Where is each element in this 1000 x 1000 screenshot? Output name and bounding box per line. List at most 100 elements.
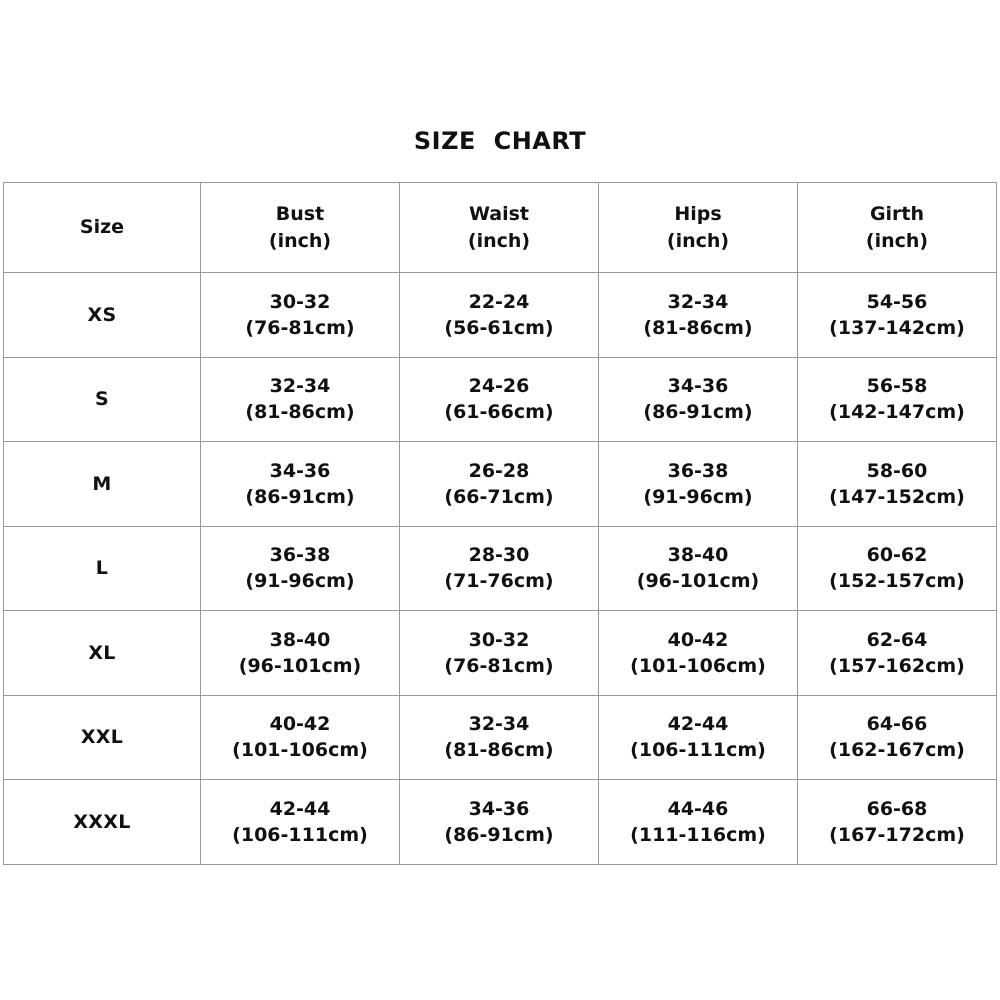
table-row: S 32-34 (81-86cm) 24-26 (61-66cm) — [3, 356, 997, 442]
size-label: XXL — [80, 726, 124, 749]
cell-bust: 36-38 (91-96cm) — [200, 525, 400, 611]
waist-inch-value: 26-28 — [468, 459, 530, 482]
waist-cm-value: (71-76cm) — [444, 570, 554, 593]
cell-hips: 42-44 (106-111cm) — [598, 694, 798, 780]
bust-cm-value: (101-106cm) — [232, 739, 368, 762]
header-girth-unit: (inch) — [865, 229, 929, 252]
cell-girth: 54-56 (137-142cm) — [797, 272, 997, 358]
cell-bust: 40-42 (101-106cm) — [200, 694, 400, 780]
waist-cm-value: (66-71cm) — [444, 485, 554, 508]
table-row: XXXL 42-44 (106-111cm) 34-36 (86-91cm) — [3, 779, 997, 865]
hips-cm-value: (96-101cm) — [636, 570, 760, 593]
header-cell-bust: Bust (inch) — [200, 182, 400, 273]
bust-inch-value: 34-36 — [269, 459, 331, 482]
header-size-label: Size — [79, 216, 125, 239]
header-cell-hips: Hips (inch) — [598, 182, 798, 273]
cell-bust: 34-36 (86-91cm) — [200, 441, 400, 527]
cell-size: XXXL — [3, 779, 201, 865]
hips-inch-value: 40-42 — [667, 628, 729, 651]
cell-girth: 60-62 (152-157cm) — [797, 525, 997, 611]
waist-inch-value: 28-30 — [468, 544, 530, 567]
hips-cm-value: (86-91cm) — [643, 401, 753, 424]
cell-waist: 28-30 (71-76cm) — [399, 525, 599, 611]
header-cell-girth: Girth (inch) — [797, 182, 997, 273]
bust-inch-value: 36-38 — [269, 544, 331, 567]
girth-cm-value: (147-152cm) — [829, 485, 965, 508]
hips-inch-value: 34-36 — [667, 375, 729, 398]
bust-inch-value: 42-44 — [269, 797, 331, 820]
cell-bust: 38-40 (96-101cm) — [200, 610, 400, 696]
table-row: XL 38-40 (96-101cm) 30-32 (76-81cm) — [3, 610, 997, 696]
cell-waist: 30-32 (76-81cm) — [399, 610, 599, 696]
cell-hips: 44-46 (111-116cm) — [598, 779, 798, 865]
hips-cm-value: (101-106cm) — [630, 654, 766, 677]
girth-inch-value: 66-68 — [866, 797, 928, 820]
girth-inch-value: 58-60 — [866, 459, 928, 482]
waist-inch-value: 30-32 — [468, 628, 530, 651]
bust-inch-value: 30-32 — [269, 290, 331, 313]
waist-cm-value: (81-86cm) — [444, 739, 554, 762]
size-label: XS — [87, 303, 117, 326]
table-row: M 34-36 (86-91cm) 26-28 (66-71cm) — [3, 441, 997, 527]
waist-cm-value: (86-91cm) — [444, 824, 554, 846]
table-header-row: Size Bust (inch) Waist (inch) — [3, 182, 997, 273]
table-row: L 36-38 (91-96cm) 28-30 (71-76cm) — [3, 525, 997, 611]
girth-cm-value: (137-142cm) — [829, 316, 965, 339]
bust-cm-value: (91-96cm) — [245, 570, 355, 593]
hips-inch-value: 32-34 — [667, 290, 729, 313]
bust-cm-value: (96-101cm) — [238, 654, 362, 677]
page-title: SIZE CHART — [413, 127, 587, 155]
waist-cm-value: (56-61cm) — [444, 316, 554, 339]
waist-inch-value: 34-36 — [468, 797, 530, 820]
hips-cm-value: (91-96cm) — [643, 485, 753, 508]
hips-cm-value: (81-86cm) — [643, 316, 753, 339]
header-waist-unit: (inch) — [467, 229, 531, 252]
header-hips-unit: (inch) — [666, 229, 730, 252]
girth-inch-value: 60-62 — [866, 544, 928, 567]
size-label: L — [95, 557, 109, 580]
waist-inch-value: 22-24 — [468, 290, 530, 313]
header-bust-unit: (inch) — [268, 229, 332, 252]
girth-inch-value: 64-66 — [866, 713, 928, 736]
bust-cm-value: (81-86cm) — [245, 401, 355, 424]
cell-size: L — [3, 525, 201, 611]
header-bust-label: Bust — [275, 203, 325, 226]
cell-bust: 32-34 (81-86cm) — [200, 356, 400, 442]
size-label: XXXL — [73, 810, 131, 833]
cell-hips: 36-38 (91-96cm) — [598, 441, 798, 527]
cell-girth: 64-66 (162-167cm) — [797, 694, 997, 780]
cell-bust: 42-44 (106-111cm) — [200, 779, 400, 865]
hips-cm-value: (106-111cm) — [630, 739, 766, 762]
cell-size: M — [3, 441, 201, 527]
cell-girth: 62-64 (157-162cm) — [797, 610, 997, 696]
hips-inch-value: 42-44 — [667, 713, 729, 736]
cell-girth: 58-60 (147-152cm) — [797, 441, 997, 527]
cell-girth: 66-68 (167-172cm) — [797, 779, 997, 865]
girth-cm-value: (162-167cm) — [829, 739, 965, 762]
girth-inch-value: 56-58 — [866, 375, 928, 398]
waist-cm-value: (76-81cm) — [444, 654, 554, 677]
size-label: S — [95, 388, 109, 411]
bust-inch-value: 32-34 — [269, 375, 331, 398]
cell-girth: 56-58 (142-147cm) — [797, 356, 997, 442]
cell-waist: 24-26 (61-66cm) — [399, 356, 599, 442]
bust-cm-value: (76-81cm) — [245, 316, 355, 339]
girth-cm-value: (152-157cm) — [829, 570, 965, 593]
bust-inch-value: 38-40 — [269, 628, 331, 651]
header-cell-size: Size — [3, 182, 201, 273]
cell-waist: 34-36 (86-91cm) — [399, 779, 599, 865]
waist-inch-value: 32-34 — [468, 713, 530, 736]
cell-bust: 30-32 (76-81cm) — [200, 272, 400, 358]
cell-hips: 34-36 (86-91cm) — [598, 356, 798, 442]
header-cell-waist: Waist (inch) — [399, 182, 599, 273]
cell-size: XS — [3, 272, 201, 358]
header-waist-label: Waist — [468, 203, 529, 226]
cell-size: XL — [3, 610, 201, 696]
hips-inch-value: 38-40 — [667, 544, 729, 567]
cell-waist: 26-28 (66-71cm) — [399, 441, 599, 527]
header-hips-label: Hips — [674, 203, 722, 226]
size-chart-table-container: Size Bust (inch) Waist (inch) — [3, 182, 997, 865]
cell-size: S — [3, 356, 201, 442]
size-label: M — [92, 472, 112, 495]
